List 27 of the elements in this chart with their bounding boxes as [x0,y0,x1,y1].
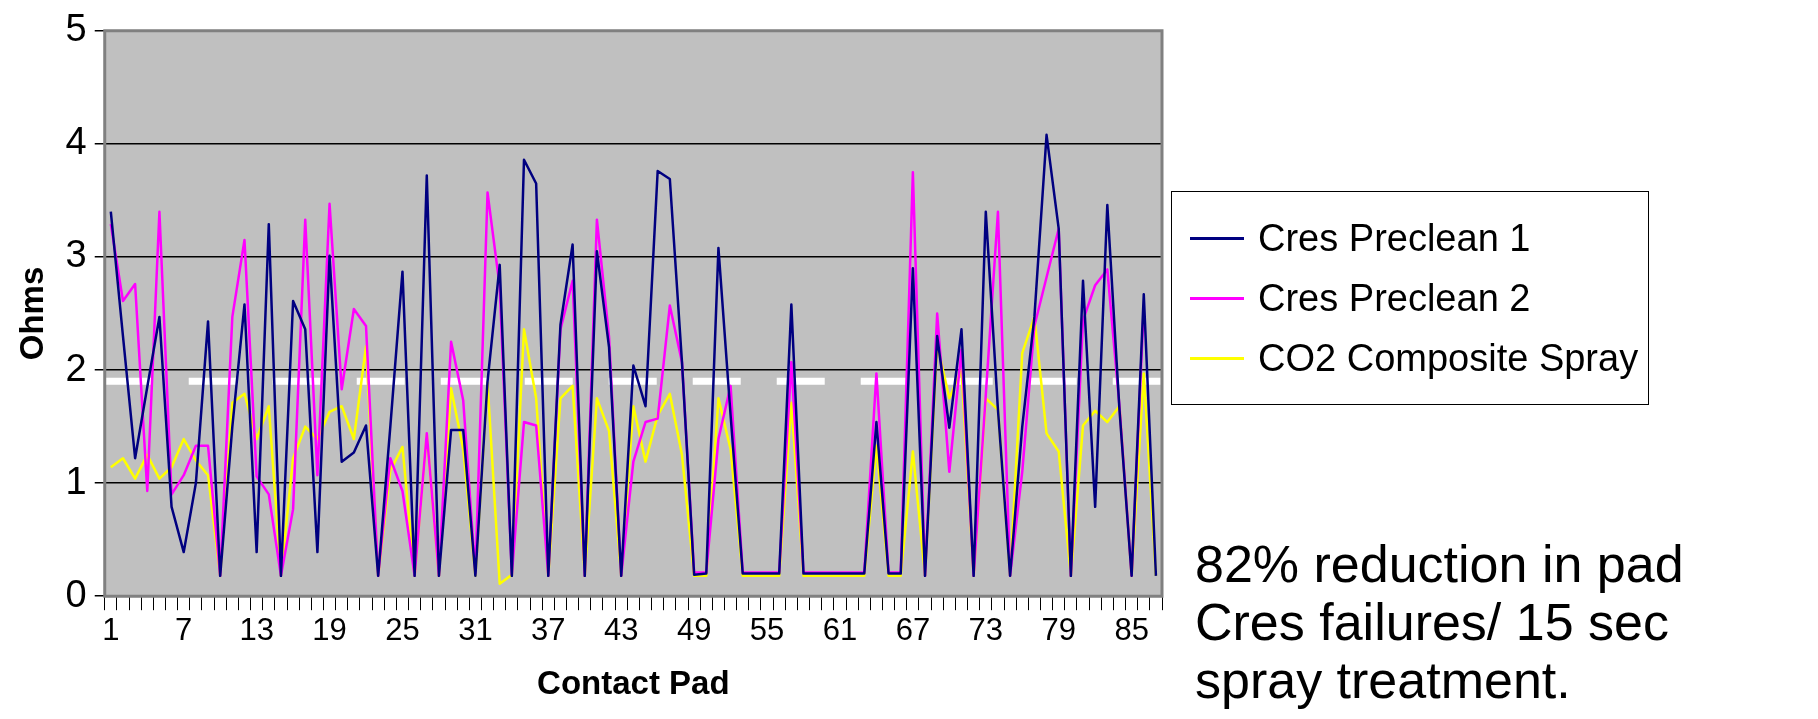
x-tick-label: 19 [312,612,347,648]
x-tick-label: 37 [531,612,566,648]
x-tick-label: 73 [968,612,1004,648]
x-tick-label: 43 [603,612,639,648]
x-tick-label: 67 [895,612,931,648]
y-axis-title: Ohms [12,266,50,361]
x-tick-label: 49 [676,612,712,648]
text: 82% reduction in pad Cres failures/ 15 sec spray treatment. [1195,535,1685,709]
y-tick-label: 4 [65,120,87,163]
x-tick-label: 79 [1041,612,1076,648]
x-tick-label: 1 [102,612,120,648]
x-axis-title: Contact Pad [537,664,730,702]
x-tick-label: 31 [458,612,493,648]
y-tick-label: 1 [65,459,87,502]
y-tick-label: 3 [65,233,87,276]
y-tick-label: 5 [65,7,87,50]
x-tick-label: 7 [175,612,193,648]
legend-label: Cres Preclean 1 [1258,216,1531,260]
y-tick-label: 0 [65,572,87,615]
x-tick-label: 13 [239,612,274,648]
x-tick-label: 61 [822,612,858,648]
x-tick-label: 25 [385,612,420,648]
legend-label: CO2 Composite Spray [1258,336,1639,380]
x-tick-label: 55 [749,612,785,648]
y-tick-label: 2 [65,346,87,389]
legend-label: Cres Preclean 2 [1258,276,1531,320]
x-tick-label: 85 [1114,612,1149,648]
